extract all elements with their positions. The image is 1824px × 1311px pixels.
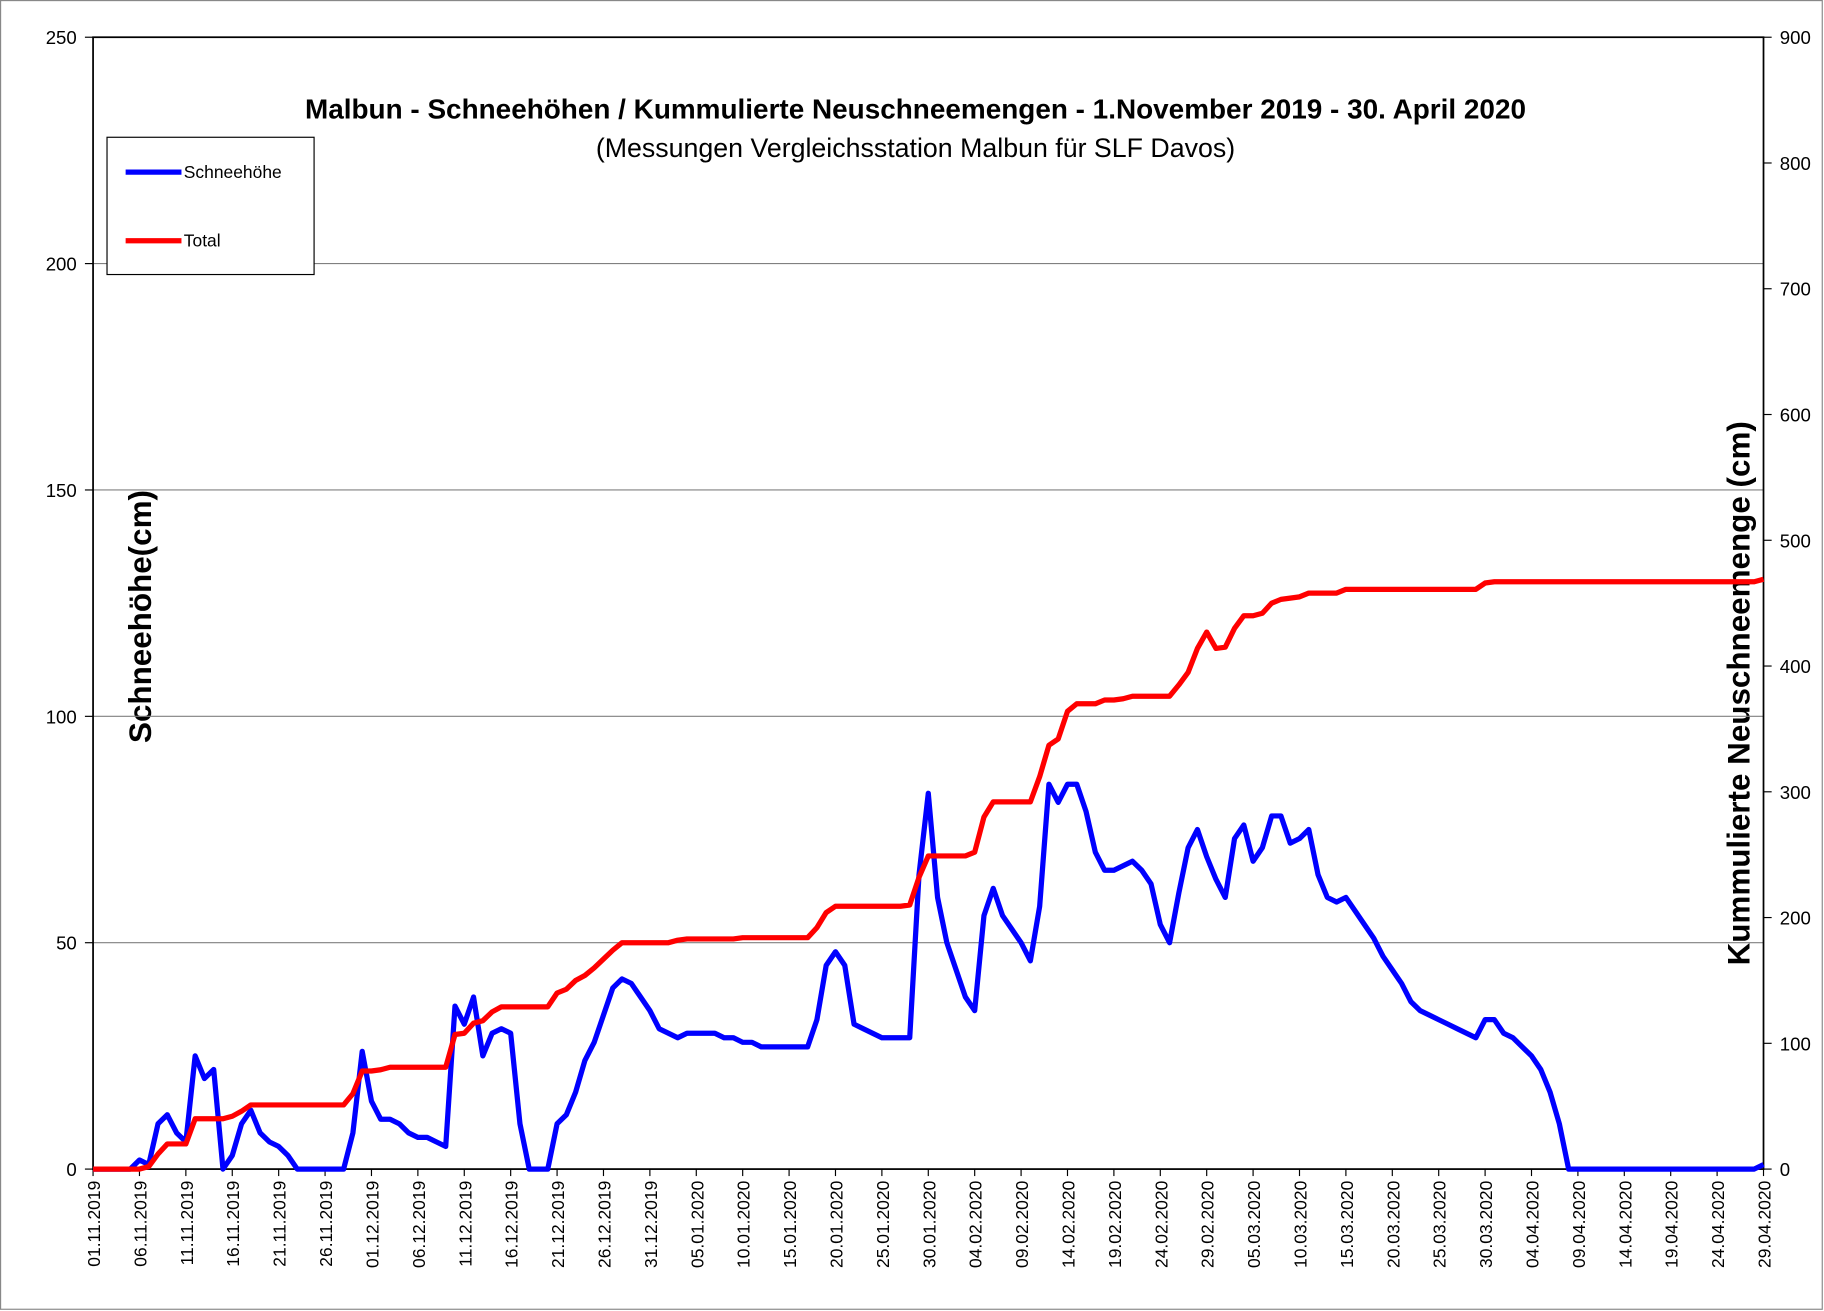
x-tick-label: 30.03.2020	[1476, 1180, 1496, 1268]
x-tick-label: 14.04.2020	[1615, 1180, 1635, 1268]
x-tick-label: 20.03.2020	[1383, 1180, 1403, 1268]
x-tick-label: 21.12.2019	[548, 1181, 568, 1268]
x-tick-label: 29.02.2020	[1198, 1180, 1218, 1268]
x-tick-label: 15.01.2020	[780, 1180, 800, 1268]
x-tick-label: 09.02.2020	[1012, 1180, 1032, 1268]
x-tick-label: 16.11.2019	[223, 1181, 243, 1267]
y-tick-label: 100	[46, 706, 77, 727]
data-line	[93, 576, 1765, 1172]
y2-tick-label: 600	[1780, 404, 1811, 425]
x-tick-label: 11.11.2019	[177, 1181, 197, 1266]
chart-title: Malbun - Schneehöhen / Kummulierte Neusc…	[305, 94, 1526, 125]
y-tick-label: 150	[46, 480, 77, 501]
y2-tick-label: 300	[1780, 782, 1811, 803]
y2-tick-label: 700	[1780, 279, 1811, 300]
legend-label: Schneehöhe	[184, 162, 282, 182]
x-tick-label: 09.04.2020	[1569, 1180, 1589, 1268]
x-tick-label: 25.01.2020	[873, 1180, 893, 1268]
x-tick-label: 26.12.2019	[594, 1181, 614, 1268]
x-tick-label: 05.03.2020	[1244, 1180, 1264, 1268]
y-axis-label: Schneehöhe(cm)	[123, 490, 158, 743]
y2-tick-label: 0	[1780, 1159, 1790, 1180]
y2-tick-label: 500	[1780, 530, 1811, 551]
y2-axis-label: Kummulierte Neuschneemenge (cm)	[1722, 421, 1757, 965]
x-tick-label: 01.12.2019	[362, 1181, 382, 1268]
chart-subtitle: (Messungen Vergleichsstation Malbun für …	[596, 133, 1235, 163]
x-tick-label: 06.11.2019	[130, 1181, 150, 1267]
x-tick-label: 04.02.2020	[966, 1180, 986, 1268]
y2-tick-label: 900	[1780, 27, 1811, 48]
x-tick-label: 26.11.2019	[316, 1181, 336, 1267]
x-tick-label: 21.11.2019	[270, 1181, 290, 1267]
x-tick-label: 10.01.2020	[734, 1180, 754, 1268]
x-tick-label: 19.02.2020	[1105, 1180, 1125, 1268]
y-tick-label: 200	[46, 254, 77, 275]
x-tick-label: 14.02.2020	[1058, 1180, 1078, 1268]
x-tick-label: 29.04.2020	[1754, 1180, 1774, 1268]
x-tick-label: 06.12.2019	[409, 1181, 429, 1268]
x-tick-label: 10.03.2020	[1290, 1180, 1310, 1268]
y2-tick-label: 100	[1780, 1033, 1811, 1054]
x-tick-label: 11.12.2019	[455, 1181, 475, 1267]
x-tick-label: 24.04.2020	[1708, 1180, 1728, 1268]
x-tick-label: 19.04.2020	[1662, 1180, 1682, 1268]
x-tick-label: 25.03.2020	[1430, 1180, 1450, 1268]
x-tick-label: 20.01.2020	[826, 1180, 846, 1268]
data-line	[93, 781, 1765, 1172]
y-tick-label: 0	[66, 1159, 76, 1180]
x-tick-label: 05.01.2020	[687, 1180, 707, 1268]
legend-box	[106, 136, 315, 276]
x-tick-label: 04.04.2020	[1522, 1180, 1542, 1268]
y2-tick-label: 400	[1780, 656, 1811, 677]
y-tick-label: 250	[46, 27, 77, 48]
x-tick-label: 01.11.2019	[84, 1181, 104, 1267]
x-tick-label: 16.12.2019	[502, 1181, 522, 1268]
x-tick-label: 30.01.2020	[919, 1180, 939, 1268]
y2-tick-label: 200	[1780, 908, 1811, 929]
x-tick-label: 31.12.2019	[641, 1181, 661, 1268]
y2-tick-label: 800	[1780, 153, 1811, 174]
x-tick-label: 15.03.2020	[1337, 1180, 1357, 1268]
legend-label: Total	[184, 231, 221, 251]
x-tick-label: 24.02.2020	[1151, 1180, 1171, 1268]
y-tick-label: 50	[56, 933, 77, 954]
